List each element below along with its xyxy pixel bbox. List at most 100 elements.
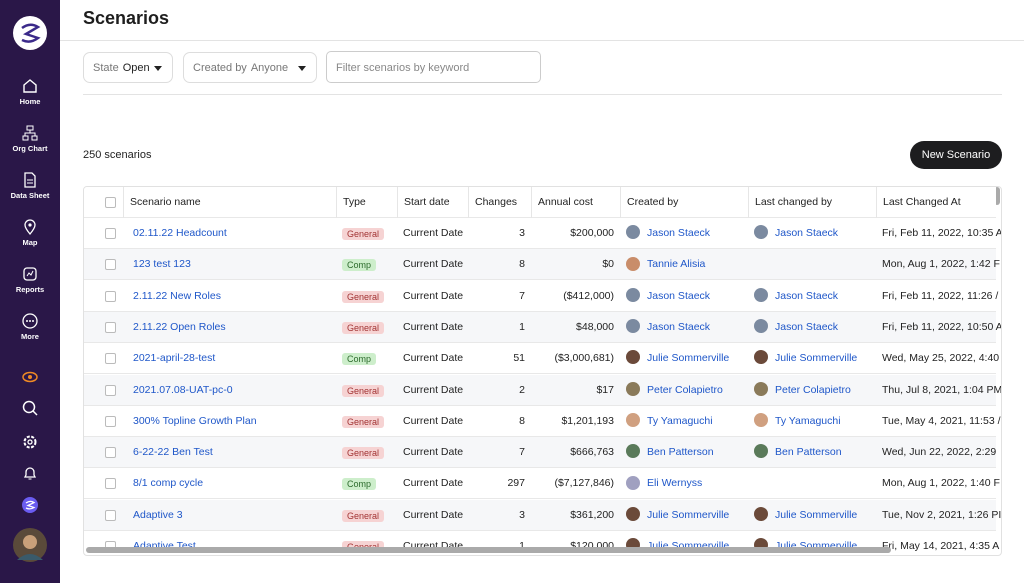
- nav-more[interactable]: More: [0, 313, 60, 341]
- column-header[interactable]: Scenario name: [123, 187, 336, 218]
- nav-label: Org Chart: [12, 144, 48, 153]
- user-link[interactable]: Ty Yamaguchi: [647, 414, 713, 427]
- row-checkbox[interactable]: [105, 384, 116, 396]
- created-by-cell: Jason Staeck: [620, 218, 748, 249]
- scenario-link[interactable]: 2.11.22 Open Roles: [133, 320, 226, 333]
- user-link[interactable]: Julie Sommerville: [647, 508, 730, 521]
- table-cell: 8: [519, 414, 525, 427]
- user-link[interactable]: Eli Wernyss: [647, 477, 703, 490]
- user-link[interactable]: Jason Staeck: [775, 289, 839, 302]
- h-scrollbar[interactable]: [86, 547, 891, 553]
- nav-data-sheet[interactable]: Data Sheet: [0, 172, 60, 200]
- scenario-link[interactable]: 2021-april-28-test: [133, 352, 216, 365]
- row-checkbox[interactable]: [105, 259, 116, 271]
- type-badge: General: [342, 228, 385, 240]
- created-by-cell: Ty Yamaguchi: [620, 406, 748, 437]
- row-checkbox[interactable]: [105, 321, 116, 333]
- user-link[interactable]: Julie Sommerville: [775, 508, 858, 521]
- workspace-icon[interactable]: [22, 497, 38, 513]
- created-by-cell: Ben Patterson: [620, 437, 748, 468]
- user-link[interactable]: Jason Staeck: [647, 320, 711, 333]
- user-link[interactable]: Ben Patterson: [775, 446, 842, 459]
- user-link[interactable]: Jason Staeck: [647, 289, 711, 302]
- avatar: [626, 444, 640, 459]
- filter-value: Open: [122, 62, 150, 74]
- eye-icon[interactable]: [22, 369, 38, 385]
- avatar: [626, 506, 640, 521]
- column-header[interactable]: Created by: [620, 187, 748, 218]
- logo[interactable]: [13, 16, 47, 50]
- column-header[interactable]: Last Changed At: [876, 187, 1001, 218]
- user-link[interactable]: Jason Staeck: [775, 320, 839, 333]
- table-row: Adaptive 3 General Current Date 3 $361,200 Ju…: [84, 499, 1001, 531]
- created-by-cell: Peter Colapietro: [620, 375, 748, 406]
- nav-home[interactable]: Home: [0, 78, 60, 106]
- scenario-link[interactable]: 02.11.22 Headcount: [133, 227, 227, 239]
- table-cell: $48,000: [576, 320, 614, 333]
- table-row: 6-22-22 Ben Test General Current Date 7 $666…: [84, 437, 996, 469]
- created-by-filter[interactable]: Created by Anyone: [183, 52, 317, 83]
- user-link[interactable]: Jason Staeck: [775, 227, 839, 239]
- scenario-link[interactable]: Adaptive 3: [133, 508, 183, 521]
- table-row: 2.11.22 Open Roles General Current Date 1 $4…: [84, 311, 1001, 343]
- notifications-icon[interactable]: [22, 465, 38, 481]
- user-link[interactable]: Ben Patterson: [647, 446, 714, 459]
- table-cell: $17: [596, 383, 614, 396]
- row-checkbox[interactable]: [105, 509, 116, 521]
- scenario-link[interactable]: 2021.07.08-UAT-pc-0: [133, 383, 233, 396]
- settings-icon[interactable]: [22, 434, 38, 450]
- user-link[interactable]: Jason Staeck: [647, 227, 711, 239]
- nav-org-chart[interactable]: Org Chart: [0, 125, 60, 153]
- type-badge: Comp: [342, 478, 377, 491]
- row-checkbox[interactable]: [105, 447, 116, 459]
- created-by-cell: Julie Sommerville: [620, 343, 748, 374]
- scenario-link[interactable]: 6-22-22 Ben Test: [133, 446, 213, 459]
- scenario-link[interactable]: 300% Topline Growth Plan: [133, 414, 257, 427]
- avatar: [754, 413, 768, 428]
- v-scrollbar[interactable]: [994, 187, 1000, 205]
- row-checkbox[interactable]: [105, 478, 116, 490]
- type-badge: General: [342, 384, 385, 397]
- row-checkbox[interactable]: [105, 415, 116, 427]
- user-link[interactable]: Julie Sommerville: [775, 352, 858, 365]
- row-checkbox[interactable]: [105, 353, 116, 365]
- scenario-link[interactable]: 123 test 123: [133, 258, 191, 271]
- column-header[interactable]: Annual cost: [531, 187, 620, 218]
- table-cell: Mon, Aug 1, 2022, 1:42 F: [882, 258, 1000, 271]
- nav-reports[interactable]: Reports: [0, 266, 60, 294]
- nav-label: More: [21, 332, 39, 341]
- user-link[interactable]: Julie Sommerville: [647, 352, 730, 365]
- scenario-link[interactable]: 2.11.22 New Roles: [133, 289, 221, 302]
- table-row: 8/1 comp cycle Comp Current Date 297 ($7,127…: [84, 468, 1000, 500]
- scenarios-table: Scenario name Type Start date Changes Annual…: [83, 186, 1002, 556]
- row-checkbox[interactable]: [105, 228, 116, 239]
- select-all-checkbox[interactable]: [105, 197, 116, 208]
- type-badge: Comp: [342, 259, 377, 272]
- search-input[interactable]: Filter scenarios by keyword: [326, 51, 541, 83]
- type-badge: General: [342, 415, 385, 428]
- user-link[interactable]: Ty Yamaguchi: [775, 414, 841, 427]
- new-scenario-button[interactable]: New Scenario: [910, 141, 1002, 169]
- column-header[interactable]: Last changed by: [748, 187, 876, 218]
- column-header[interactable]: Start date: [397, 187, 468, 218]
- avatar: [626, 225, 640, 240]
- avatar: [754, 319, 768, 334]
- user-link[interactable]: Peter Colapietro: [647, 383, 723, 396]
- table-cell: Current Date: [403, 258, 464, 271]
- table-cell: ($7,127,846): [554, 477, 614, 490]
- filter-label: Created by: [193, 62, 247, 74]
- scenario-link[interactable]: 8/1 comp cycle: [133, 477, 204, 490]
- nav-map[interactable]: Map: [0, 219, 60, 247]
- state-filter[interactable]: State Open: [83, 52, 173, 83]
- type-badge: Comp: [342, 353, 377, 366]
- user-avatar[interactable]: [13, 528, 47, 562]
- column-header[interactable]: Changes: [468, 187, 531, 218]
- user-link[interactable]: Tannie Alisia: [647, 258, 706, 271]
- table-cell: Current Date: [403, 414, 464, 427]
- user-link[interactable]: Peter Colapietro: [775, 383, 851, 396]
- type-cell: General: [336, 281, 397, 312]
- column-header[interactable]: Type: [336, 187, 397, 218]
- search-icon[interactable]: [22, 400, 38, 416]
- row-checkbox[interactable]: [105, 290, 116, 302]
